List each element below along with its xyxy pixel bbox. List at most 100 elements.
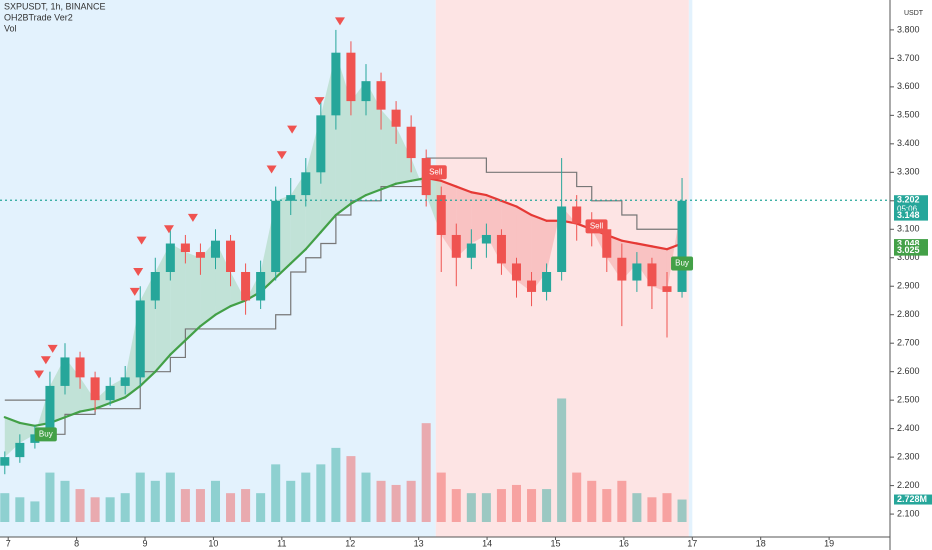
candle-body [331,52,341,116]
volume-bar [511,484,522,522]
trend-fill [365,81,382,196]
volume-bar [0,493,10,522]
x-tick-label: 16 [619,538,629,548]
volume-bar [632,493,642,522]
candle-body [271,200,281,272]
ema-segment [394,179,413,185]
trend-fill [215,240,231,315]
candle-body [572,206,582,224]
signal-label: Sell [429,167,443,176]
trend-fill [350,81,366,204]
price-badge-label: 3.148 [897,210,920,220]
candle-body [286,195,296,201]
volume-bar [241,489,251,522]
price-badge-label: 3.025 [897,245,920,255]
volume-bar [105,497,115,522]
volume-bar [45,472,55,522]
y-tick-label: 2.500 [897,395,920,405]
candle-body [391,109,401,127]
ema-segment [139,370,157,388]
candle-body [542,271,552,292]
ema-segment [63,410,82,419]
candle-body [632,263,642,281]
trend-fill [200,240,216,327]
ema-segment [349,193,368,205]
volume-bar [120,493,130,522]
sell-marker [266,165,277,174]
candle-layer [0,29,687,475]
backgrounds [0,0,693,537]
volume-bar [406,480,416,522]
y-tick-label: 2.600 [897,366,920,376]
volume-bar [286,480,296,522]
volume-bar [376,480,386,522]
x-tick-label: 15 [550,538,560,548]
volume-bar [15,497,25,522]
volume-bar [331,447,341,522]
signal: Sell [424,165,447,180]
x-tick-label: 10 [208,538,218,548]
volume-bar [677,499,687,522]
x-tick-label: 14 [482,538,492,548]
candle-body [195,252,205,258]
candle-body [15,442,25,458]
ema-segment [334,202,353,217]
volume-bar [557,398,567,522]
volume-bar [90,497,100,522]
candle-body [451,234,461,258]
y-tick-label: 3.400 [897,138,920,148]
volume-title: Vol [4,23,17,33]
y-tick-label: 2.300 [897,451,920,461]
countdown-label: 05:06 [897,204,918,213]
candle-body [210,240,221,258]
currency-label: USDT [904,10,924,17]
y-tick-label: 3.300 [897,167,920,177]
sell-marker [314,97,325,106]
candle-body [120,377,130,386]
ema-segment [500,199,518,208]
x-tick-label: 12 [345,538,355,548]
volume-bar [481,493,491,522]
volume-bar [466,493,476,522]
price-badge [894,245,928,256]
ema-segment [530,213,548,222]
candle-body [496,234,506,264]
ema-segment [650,245,669,251]
sell-marker [287,125,298,134]
price-badge [894,239,928,250]
ema-segment [379,182,398,191]
candle-body [647,263,657,287]
symbol-title: SXPUSDT, 1h, BINANCE [4,1,106,11]
signal: Sell [585,219,608,234]
candle-body [346,52,356,102]
trend-fill [19,422,35,443]
volume-bar [60,480,70,522]
sell-marker [276,151,287,160]
signal: Buy [671,256,694,271]
candle-body [466,243,476,258]
ema-segment [289,248,307,265]
trend-fill [471,192,487,244]
ema-segment [620,239,638,245]
volume-bar [256,493,266,522]
candle-body [361,81,371,102]
candle-body [406,126,416,159]
ema-segment [124,384,142,399]
y-tick-label: 2.800 [897,309,920,319]
x-tick-label: 17 [687,538,697,548]
y-tick-label: 2.100 [897,508,920,518]
volume-bar [271,464,281,522]
x-tick-label: 11 [277,538,286,548]
ema-segment [319,213,337,234]
x-tick-label: 9 [143,538,148,548]
volume-bar [30,501,40,522]
sell-marker [129,287,140,296]
candle-body [527,280,537,292]
candle-body [165,243,175,272]
ema-segment [78,407,97,413]
sell-marker [334,17,345,26]
trend-fill [4,417,20,458]
sell-marker [133,267,144,276]
axes: 2.100 2.200 2.300 2.400 2.500 2.600 2.700 2.800… [6,24,932,548]
